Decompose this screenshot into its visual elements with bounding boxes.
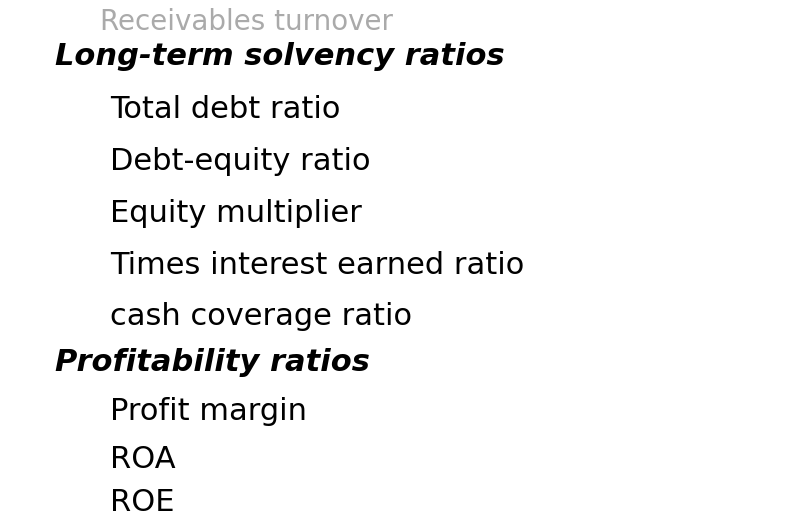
Text: Receivables turnover: Receivables turnover — [100, 8, 393, 36]
Text: Times interest earned ratio: Times interest earned ratio — [110, 251, 524, 280]
Text: Profit margin: Profit margin — [110, 397, 307, 426]
Text: Profitability ratios: Profitability ratios — [55, 348, 370, 377]
Text: Equity multiplier: Equity multiplier — [110, 199, 362, 228]
Text: cash coverage ratio: cash coverage ratio — [110, 302, 412, 331]
Text: ROA: ROA — [110, 445, 176, 474]
Text: Total debt ratio: Total debt ratio — [110, 95, 340, 124]
Text: Debt-equity ratio: Debt-equity ratio — [110, 147, 370, 176]
Text: ROE: ROE — [110, 488, 174, 517]
Text: Long-term solvency ratios: Long-term solvency ratios — [55, 42, 505, 71]
